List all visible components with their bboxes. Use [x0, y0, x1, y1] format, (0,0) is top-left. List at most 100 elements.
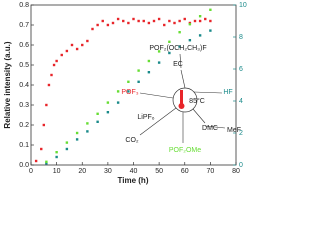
data-point — [178, 31, 181, 34]
data-point — [65, 141, 69, 144]
data-point — [152, 19, 156, 23]
y-tick-label: 0.7 — [19, 22, 29, 29]
x-tick-label: 20 — [78, 168, 86, 175]
data-point — [111, 21, 115, 25]
data-point — [168, 40, 171, 43]
data-point — [209, 29, 212, 32]
y-tick-label: 0.0 — [19, 162, 29, 169]
data-point — [168, 51, 171, 55]
data-point — [137, 69, 140, 72]
data-point — [132, 17, 135, 21]
y-tick-label: 0.3 — [19, 102, 29, 109]
data-point — [209, 19, 212, 23]
data-point — [50, 73, 53, 77]
data-point — [147, 59, 151, 63]
data-point — [55, 59, 58, 63]
data-point — [157, 50, 161, 53]
x-tick-label: 10 — [53, 168, 61, 175]
x-tick-label: 60 — [181, 168, 189, 175]
x-tick-label: 50 — [155, 168, 163, 175]
data-point — [96, 120, 99, 123]
inset-label: HF — [223, 89, 232, 96]
y-tick-label: 0.6 — [19, 42, 29, 49]
x-tick-label: 0 — [29, 168, 33, 175]
data-point — [52, 63, 56, 67]
data-point — [34, 159, 38, 163]
data-point — [45, 162, 48, 165]
data-point — [157, 61, 161, 64]
inset-label: DMC — [202, 125, 218, 132]
thermometer-bulb — [178, 103, 185, 109]
data-point — [86, 130, 89, 133]
data-point — [106, 111, 110, 114]
data-point — [183, 17, 186, 21]
y-tick-label: 0.2 — [19, 122, 29, 129]
data-point — [65, 49, 69, 53]
data-point — [198, 15, 202, 18]
y2-tick-label: 6 — [239, 66, 243, 73]
inset — [139, 53, 226, 143]
x-tick-label: 80 — [232, 168, 240, 175]
data-point — [157, 17, 161, 21]
data-point — [116, 17, 120, 21]
data-point — [193, 19, 197, 23]
data-point — [188, 23, 192, 26]
data-point — [178, 45, 181, 48]
y2-tick-label: 4 — [239, 98, 243, 105]
data-point — [147, 71, 151, 74]
data-point — [106, 101, 110, 104]
data-point — [137, 80, 140, 83]
inset-label: EC — [173, 61, 183, 68]
y2-tick-label: 2 — [239, 130, 243, 137]
data-point — [209, 8, 212, 11]
data-point — [47, 83, 51, 87]
inset-label: 85°C — [189, 97, 205, 105]
data-point — [55, 151, 58, 154]
data-point — [96, 23, 99, 27]
data-point — [127, 21, 130, 25]
inset-label: POF₂OMe — [169, 147, 201, 154]
inset-label: POF₂(OCH₂CH₃)F — [149, 45, 206, 52]
y-axis-label: Relative intensity (a.u.) — [3, 41, 12, 128]
inset-spokes — [139, 53, 226, 143]
x-axis-label: Time (h) — [118, 176, 149, 185]
y-tick-label: 0.4 — [19, 82, 29, 89]
data-point — [142, 19, 145, 23]
data-point — [173, 21, 176, 25]
data-point — [81, 43, 84, 47]
data-point — [198, 19, 202, 23]
inset-label: LiPF₆ — [137, 114, 154, 121]
data-point — [168, 19, 171, 23]
data-point — [178, 19, 181, 23]
data-point — [116, 101, 120, 104]
x-tick-label: 40 — [130, 168, 138, 175]
data-point — [101, 19, 104, 23]
data-point — [60, 53, 63, 57]
y-tick-label: 0.1 — [19, 142, 29, 149]
data-point — [122, 19, 125, 23]
data-point — [40, 147, 43, 151]
chart: Time (h) Relative intensity (a.u.) 0 10 20… — [3, 2, 247, 185]
data-point — [198, 34, 202, 37]
data-point — [75, 138, 79, 141]
data-point — [106, 23, 110, 27]
data-point — [55, 155, 58, 159]
data-point — [204, 17, 207, 21]
data-point — [75, 47, 79, 51]
data-point — [147, 21, 151, 25]
inset-label: CO₂ — [125, 137, 139, 144]
x-tick-label: 30 — [104, 168, 112, 175]
y2-tick-label: 0 — [239, 162, 243, 169]
y-tick-label: 0.5 — [19, 62, 29, 69]
inset-label: MeF — [227, 127, 241, 134]
data-point — [86, 122, 89, 125]
thermometer — [180, 90, 183, 104]
data-point — [45, 160, 48, 163]
data-point — [163, 23, 166, 27]
data-point — [96, 112, 99, 115]
data-point — [86, 39, 89, 43]
data-point — [65, 147, 69, 151]
data-point — [116, 90, 120, 93]
data-point — [188, 39, 192, 42]
data-point — [127, 80, 130, 83]
